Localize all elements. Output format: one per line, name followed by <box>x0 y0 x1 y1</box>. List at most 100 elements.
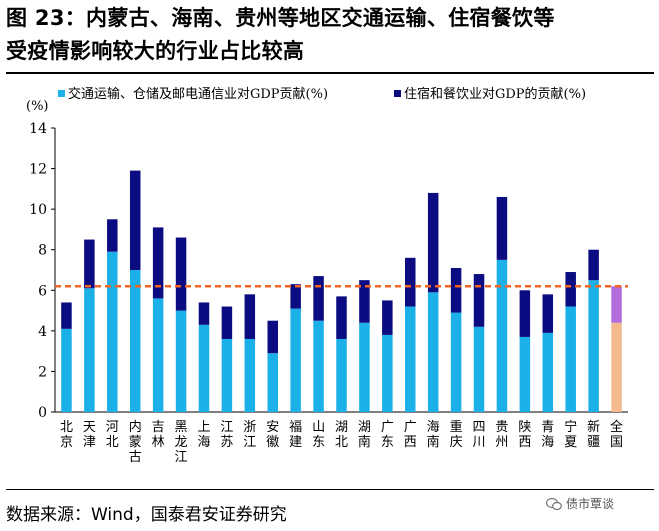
x-tick-label: 湖南 <box>358 420 371 450</box>
x-tick-label: 全国 <box>610 419 623 450</box>
wechat-icon <box>546 497 562 510</box>
legend-item-lodging-label: 住宿和餐饮业对GDP的贡献(%) <box>404 86 586 102</box>
y-tick-label: 0 <box>38 405 47 421</box>
x-axis-labels: 北京天津河北内蒙古吉林黑龙江上海江苏浙江安徽福建山东湖北湖南广东广西海南重庆四川… <box>60 419 623 465</box>
x-tick-label: 广西 <box>404 420 417 450</box>
bar-transport-6 <box>198 324 210 412</box>
source-divider <box>6 489 654 490</box>
bar-lodging-20 <box>519 290 531 337</box>
x-tick-label: 吉林 <box>152 420 165 450</box>
bar-transport-0 <box>61 328 72 412</box>
x-tick-label: 内蒙古 <box>129 419 142 465</box>
stacked-bar-chart: 交通运输、仓储及邮电通信业对GDP贡献(%) 住宿和餐饮业对GDP的贡献(%) (… <box>26 86 628 465</box>
bar-lodging-14 <box>382 300 393 335</box>
bar-transport-18 <box>473 326 485 412</box>
bar-transport-1 <box>84 288 95 412</box>
x-tick-label: 贵州 <box>495 420 508 450</box>
bar-lodging-8 <box>244 294 256 339</box>
bar-transport-14 <box>382 334 393 412</box>
bar-transport-9 <box>267 353 278 412</box>
x-tick-label: 江苏 <box>220 420 233 450</box>
bar-transport-17 <box>450 312 462 412</box>
bar-transport-11 <box>313 320 324 412</box>
x-tick-label: 重庆 <box>450 419 463 450</box>
x-tick-label: 北京 <box>60 420 73 450</box>
legend-item-transport-label: 交通运输、仓储及邮电通信业对GDP贡献(%) <box>68 86 328 102</box>
y-tick-label: 12 <box>29 162 47 178</box>
bar-lodging-13 <box>359 280 370 323</box>
bar-lodging-5 <box>175 237 187 311</box>
bar-lodging-16 <box>427 192 439 293</box>
bar-lodging-3 <box>129 170 141 270</box>
y-axis-unit-label: (%) <box>26 99 49 114</box>
bar-transport-23 <box>588 280 599 412</box>
bar-transport-16 <box>427 292 439 412</box>
bar-lodging-21 <box>542 294 554 333</box>
x-tick-label: 新疆 <box>587 419 600 450</box>
bar-lodging-7 <box>221 306 233 339</box>
bar-transport-24 <box>611 322 622 412</box>
bar-lodging-4 <box>152 227 164 299</box>
x-tick-label: 浙江 <box>243 420 256 450</box>
x-tick-label: 海南 <box>427 420 440 450</box>
bar-transport-12 <box>336 338 347 412</box>
chart-title-line-1: 图 23：内蒙古、海南、贵州等地区交通运输、住宿餐饮等 <box>6 6 555 30</box>
bar-transport-20 <box>519 336 531 412</box>
y-tick-label: 8 <box>38 243 47 259</box>
bar-transport-3 <box>129 270 141 412</box>
bar-lodging-23 <box>588 249 599 281</box>
x-tick-label: 陕西 <box>518 420 531 450</box>
bar-transport-2 <box>107 251 118 412</box>
bar-lodging-11 <box>313 276 324 321</box>
x-tick-label: 广东 <box>381 420 394 450</box>
legend-item-lodging-swatch <box>394 90 401 97</box>
x-tick-label: 宁夏 <box>564 419 577 450</box>
bar-transport-19 <box>496 259 508 412</box>
chart-title: 图 23：内蒙古、海南、贵州等地区交通运输、住宿餐饮等 受疫情影响较大的行业占比… <box>6 2 656 68</box>
x-tick-label: 上海 <box>197 420 210 450</box>
chart-legend: 交通运输、仓储及邮电通信业对GDP贡献(%) 住宿和餐饮业对GDP的贡献(%) <box>58 86 586 102</box>
bar-lodging-12 <box>336 296 347 339</box>
bar-transport-10 <box>290 308 301 412</box>
x-tick-label: 天津 <box>83 420 96 450</box>
x-tick-label: 四川 <box>473 420 486 450</box>
watermark-text: 债市覃谈 <box>566 497 615 511</box>
chart-title-line-2: 受疫情影响较大的行业占比较高 <box>6 39 305 63</box>
bar-lodging-6 <box>198 302 210 325</box>
legend-item-transport-swatch <box>58 90 65 97</box>
bar-lodging-15 <box>405 257 416 307</box>
watermark: 债市覃谈 <box>546 495 614 512</box>
data-source-note: 数据来源：Wind，国泰君安证券研究 <box>6 505 287 525</box>
bar-lodging-19 <box>496 196 508 260</box>
bar-series <box>61 170 622 412</box>
bar-transport-13 <box>359 322 370 412</box>
y-tick-label: 4 <box>38 324 47 340</box>
x-tick-label: 河北 <box>106 420 119 450</box>
x-tick-label: 山东 <box>312 420 325 450</box>
bar-transport-5 <box>175 310 187 412</box>
bar-lodging-2 <box>107 219 118 252</box>
x-tick-label: 安徽 <box>266 420 279 450</box>
x-tick-label: 青海 <box>541 420 554 450</box>
bar-lodging-0 <box>61 302 72 329</box>
bar-transport-7 <box>221 338 233 412</box>
bar-transport-22 <box>565 306 576 412</box>
bar-lodging-1 <box>84 239 95 289</box>
bar-transport-4 <box>152 298 164 412</box>
y-tick-label: 2 <box>38 364 47 380</box>
bar-lodging-24 <box>611 286 622 323</box>
bar-transport-21 <box>542 332 554 412</box>
y-tick-label: 14 <box>29 121 47 137</box>
bar-lodging-17 <box>450 267 462 313</box>
bar-lodging-10 <box>290 284 301 309</box>
y-tick-label: 10 <box>29 202 47 218</box>
bar-transport-15 <box>405 306 416 412</box>
y-tick-label: 6 <box>38 283 47 299</box>
title-divider <box>6 72 654 74</box>
bar-lodging-18 <box>473 274 485 327</box>
bar-transport-8 <box>244 338 256 412</box>
x-tick-label: 湖北 <box>335 420 348 450</box>
bar-lodging-22 <box>565 272 576 307</box>
x-tick-label: 福建 <box>289 420 302 450</box>
x-tick-label: 黑龙江 <box>175 420 188 465</box>
